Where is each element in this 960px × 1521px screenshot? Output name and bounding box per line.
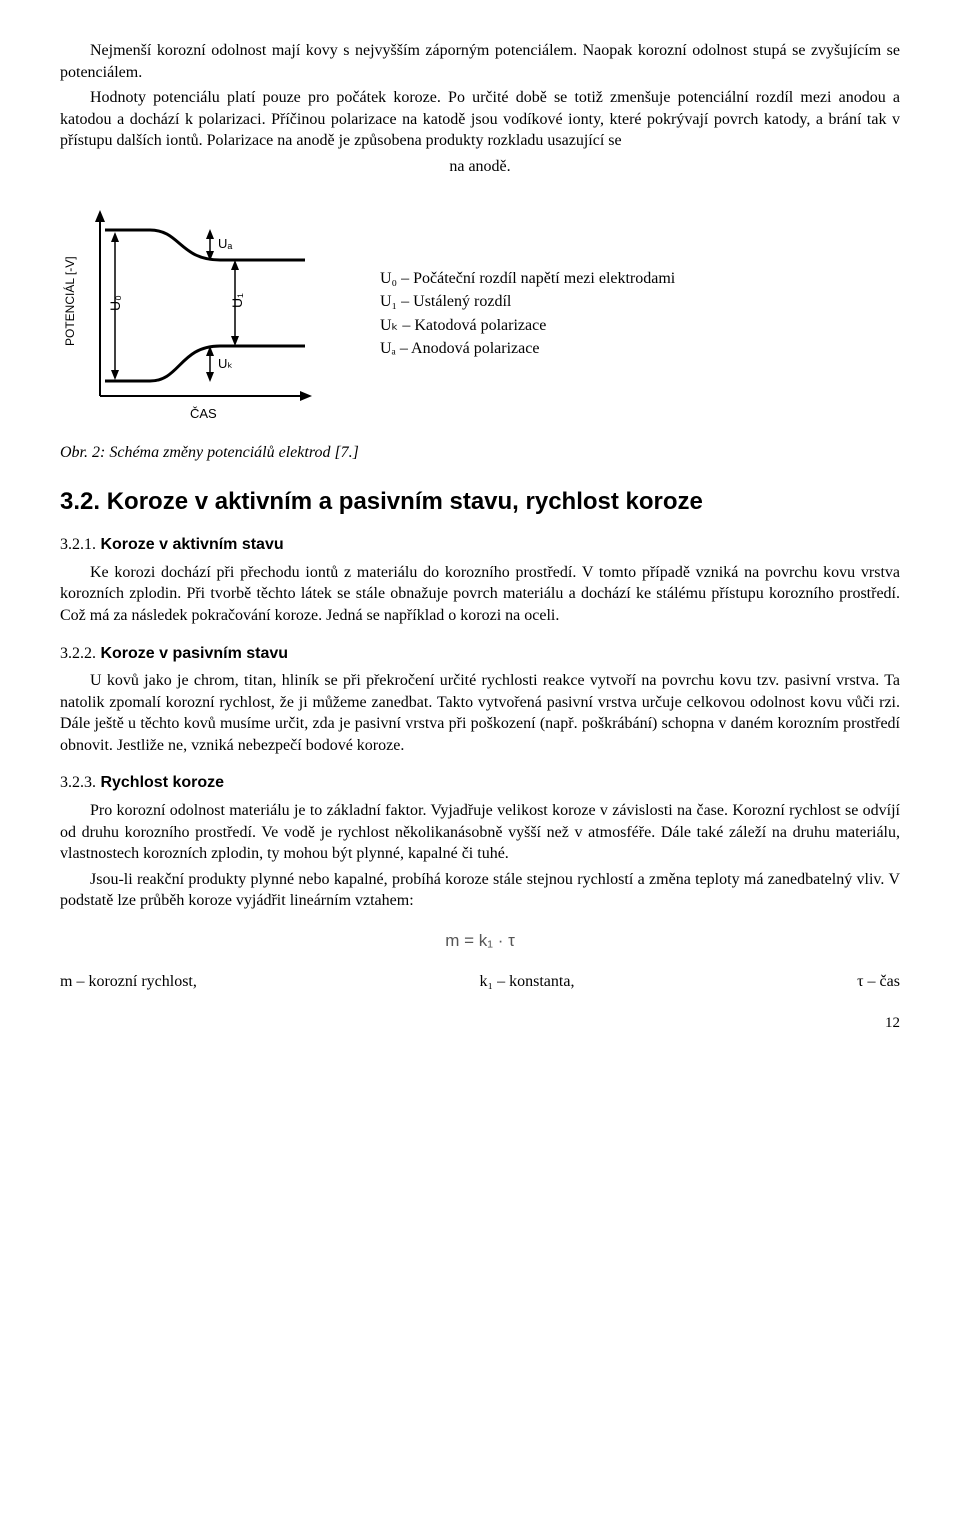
legend-line-2: U₁ – Ustálený rozdíl xyxy=(380,291,900,313)
s321-body: Ke korozi dochází při přechodu iontů z m… xyxy=(60,562,900,627)
s323-p1: Pro korozní odolnost materiálu je to zák… xyxy=(60,800,900,865)
figure-caption: Obr. 2: Schéma změny potenciálů elektrod… xyxy=(60,442,900,464)
intro-paragraph-2-center: na anodě. xyxy=(60,156,900,178)
s323-p2: Jsou-li reakční produkty plynné nebo kap… xyxy=(60,869,900,912)
figure-row: POTENCIÁL [-V] U₀ Uₐ U₁ xyxy=(60,196,900,433)
ua-label: Uₐ xyxy=(218,236,232,251)
section-title: Koroze v aktivním a pasivním stavu, rych… xyxy=(107,488,703,515)
u0-label: U₀ xyxy=(107,294,123,310)
legend-line-4: Uₐ – Anodová polarizace xyxy=(380,338,900,360)
s322-body: U kovů jako je chrom, titan, hliník se p… xyxy=(60,670,900,756)
subsection-num: 3.2.3. xyxy=(60,774,96,791)
ylabel: POTENCIÁL [-V] xyxy=(62,256,77,346)
intro-paragraph-2: Hodnoty potenciálu platí pouze pro počát… xyxy=(60,87,900,152)
subsection-title: Rychlost koroze xyxy=(100,774,224,791)
subsection-title: Koroze v aktivním stavu xyxy=(100,536,283,553)
subsection-num: 3.2.2. xyxy=(60,645,96,662)
subsection-title: Koroze v pasivním stavu xyxy=(100,645,288,662)
equation: m = k₁ · τ xyxy=(60,930,900,953)
var-k1: k₁ – konstanta, xyxy=(480,971,575,993)
u1-label: U₁ xyxy=(229,292,245,307)
var-m: m – korozní rychlost, xyxy=(60,971,197,993)
subsection-3-2-3-heading: 3.2.3. Rychlost koroze xyxy=(60,772,900,794)
section-num: 3.2. xyxy=(60,488,100,515)
potential-diagram: POTENCIÁL [-V] U₀ Uₐ U₁ xyxy=(60,196,320,433)
variables-row: m – korozní rychlost, k₁ – konstanta, τ … xyxy=(60,971,900,993)
legend-line-3: Uₖ – Katodová polarizace xyxy=(380,315,900,337)
subsection-num: 3.2.1. xyxy=(60,536,96,553)
subsection-3-2-1-heading: 3.2.1. Koroze v aktivním stavu xyxy=(60,534,900,556)
page-number: 12 xyxy=(60,1013,900,1033)
legend-line-1: U₀ – Počáteční rozdíl napětí mezi elektr… xyxy=(380,268,900,290)
var-tau: τ – čas xyxy=(857,971,900,993)
intro-paragraph-1: Nejmenší korozní odolnost mají kovy s ne… xyxy=(60,40,900,83)
subsection-3-2-2-heading: 3.2.2. Koroze v pasivním stavu xyxy=(60,643,900,665)
figure-legend: U₀ – Počáteční rozdíl napětí mezi elektr… xyxy=(320,266,900,362)
section-3-2-heading: 3.2. Koroze v aktivním a pasivním stavu,… xyxy=(60,486,900,518)
xlabel: ČAS xyxy=(190,406,217,421)
uk-label: Uₖ xyxy=(218,356,233,371)
